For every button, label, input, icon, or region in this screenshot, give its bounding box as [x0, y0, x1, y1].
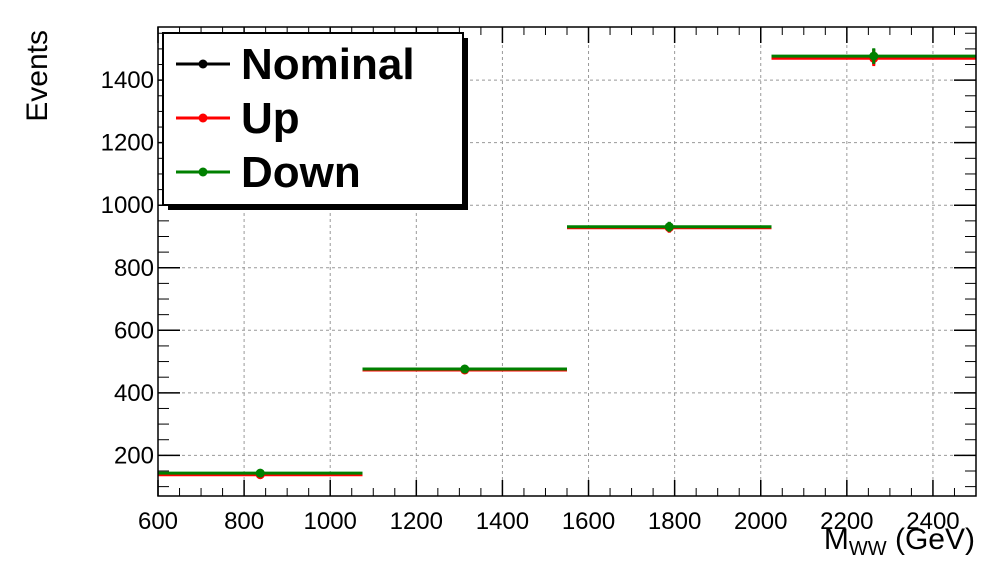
legend-label: Nominal — [241, 40, 415, 89]
data-point — [460, 364, 470, 374]
y-axis-title: Events — [21, 30, 54, 122]
legend-label: Down — [241, 148, 361, 197]
data-point — [664, 222, 674, 232]
legend-marker — [198, 113, 208, 123]
x-tick-labels: 600 800 1000 1200 1400 1600 1800 2000 2200 2400 — [138, 508, 960, 535]
y-tick-label: 600 — [114, 317, 154, 344]
y-tick-label: 800 — [114, 255, 154, 282]
x-axis-title-subscript: WW — [849, 538, 887, 560]
x-tick-label: 600 — [138, 508, 178, 535]
series-layer — [158, 48, 976, 480]
x-tick-label: 2200 — [820, 508, 873, 535]
y-tick-label: 400 — [114, 380, 154, 407]
x-tick-label: 2400 — [906, 508, 959, 535]
data-point — [255, 468, 265, 478]
y-tick-label: 1400 — [101, 67, 154, 94]
legend: Nominal Up Down — [162, 32, 468, 210]
x-axis-title: MWW (GeV) — [824, 523, 975, 560]
data-point — [869, 51, 879, 61]
x-tick-label: 1800 — [648, 508, 701, 535]
x-tick-label: 1000 — [304, 508, 357, 535]
x-tick-label: 2000 — [734, 508, 787, 535]
y-tick-label: 1000 — [101, 192, 154, 219]
legend-marker — [198, 167, 208, 177]
grid — [157, 27, 976, 496]
legend-marker — [198, 59, 208, 69]
x-tick-label: 1600 — [562, 508, 615, 535]
x-axis-title-unit: (GeV) — [887, 523, 975, 556]
y-tick-label: 200 — [114, 442, 154, 469]
x-tick-label: 800 — [224, 508, 264, 535]
y-tick-label: 1200 — [101, 130, 154, 157]
legend-label: Up — [241, 94, 300, 143]
legend-entries: Nominal Up Down — [176, 40, 415, 197]
x-tick-label: 1200 — [390, 508, 443, 535]
series-down — [158, 48, 976, 478]
x-axis-title-main: M — [824, 523, 849, 556]
x-tick-label: 1400 — [476, 508, 529, 535]
y-tick-labels: 200 400 600 800 1000 1200 1400 — [101, 67, 154, 469]
